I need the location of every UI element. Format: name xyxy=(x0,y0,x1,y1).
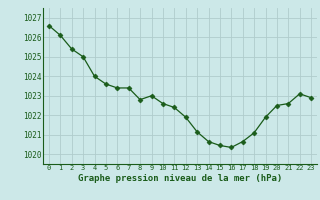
X-axis label: Graphe pression niveau de la mer (hPa): Graphe pression niveau de la mer (hPa) xyxy=(78,174,282,183)
